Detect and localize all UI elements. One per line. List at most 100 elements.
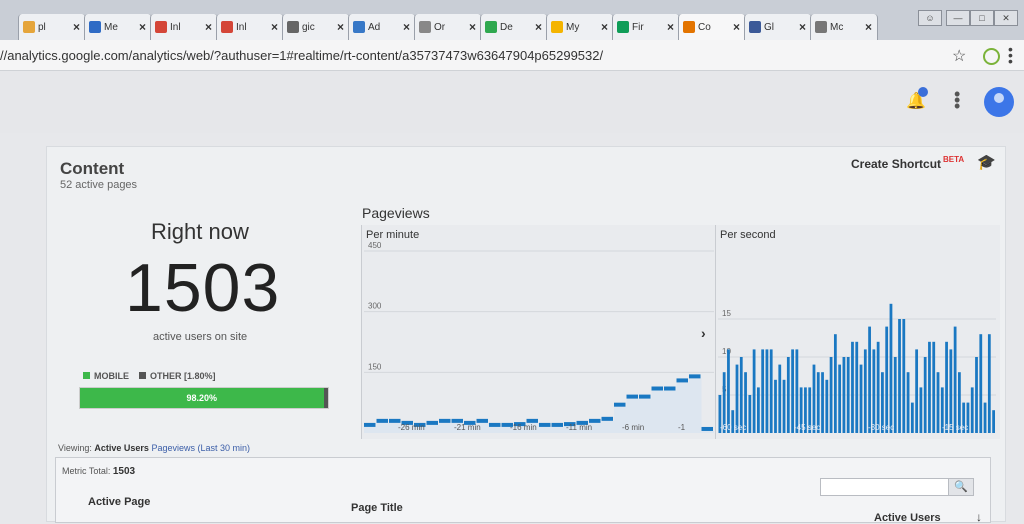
pageview-area (626, 398, 639, 433)
y-tick-label: 10 (722, 347, 731, 356)
pageview-step-bar (489, 422, 501, 427)
pageview-bar (932, 341, 936, 433)
minimize-button[interactable]: — (946, 10, 970, 26)
tab-close-icon[interactable]: × (204, 20, 212, 34)
address-bar: //analytics.google.com/analytics/web/?au… (0, 40, 1024, 71)
create-shortcut-link[interactable]: Create Shortcut (851, 157, 942, 171)
browser-tab[interactable]: Ad × (348, 14, 416, 40)
tab-title: Gl (764, 21, 774, 33)
pageview-bar (906, 372, 910, 433)
pageview-bar (881, 372, 884, 433)
pageview-area (689, 378, 702, 433)
pageview-area (514, 426, 527, 433)
notification-bell-icon[interactable]: 🔔 (906, 93, 926, 110)
url-text[interactable]: //analytics.google.com/analytics/web/?au… (0, 48, 604, 63)
y-tick-label: 15 (722, 309, 731, 318)
pageview-bar (769, 349, 773, 433)
tab-close-icon[interactable]: × (666, 20, 674, 34)
extension-icon[interactable] (983, 48, 1000, 65)
tab-close-icon[interactable]: × (864, 20, 872, 34)
pageviews-tab[interactable]: Pageviews (Last 30 min) (151, 443, 250, 453)
pageview-bar (833, 334, 837, 433)
tab-favicon-icon (221, 21, 233, 33)
pageview-bar (889, 303, 893, 433)
browser-tab[interactable]: Gl × (744, 14, 812, 40)
browser-tab[interactable]: Inl × (150, 14, 218, 40)
tab-close-icon[interactable]: × (534, 20, 542, 34)
browser-tab[interactable]: Me × (84, 14, 152, 40)
device-legend: MOBILE OTHER [1.80%] (83, 371, 216, 381)
pageview-step-bar (364, 422, 376, 427)
tab-close-icon[interactable]: × (270, 20, 278, 34)
column-active-page[interactable]: Active Page (88, 496, 151, 508)
pageview-bar (774, 379, 777, 433)
profile-button[interactable]: ☺ (918, 10, 942, 26)
browser-menu-icon[interactable]: • • • (1008, 41, 1013, 69)
tab-title: gic (302, 21, 315, 33)
active-users-tab[interactable]: Active Users (94, 443, 149, 453)
column-active-users[interactable]: Active Users (874, 512, 941, 524)
browser-tab[interactable]: De × (480, 14, 548, 40)
pageview-bar (923, 357, 927, 433)
browser-tab[interactable]: Fir × (612, 14, 680, 40)
pageview-area (601, 420, 614, 433)
tab-close-icon[interactable]: × (138, 20, 146, 34)
x-tick-label: -6 min (622, 423, 644, 432)
metric-total: Metric Total: 1503 (62, 466, 135, 477)
browser-tab[interactable]: gic × (282, 14, 350, 40)
chart-expand-arrow-icon[interactable]: › (701, 325, 706, 341)
column-page-title[interactable]: Page Title (351, 502, 403, 514)
pageview-area (451, 422, 464, 433)
tab-close-icon[interactable]: × (336, 20, 344, 34)
pageview-bar (808, 387, 812, 433)
more-options-icon[interactable]: • • • (954, 84, 961, 116)
pageview-step-bar (701, 426, 713, 431)
browser-tab[interactable]: My × (546, 14, 614, 40)
browser-tab[interactable]: Or × (414, 14, 482, 40)
pageview-bar (885, 326, 889, 433)
browser-tab[interactable]: Co × (678, 14, 746, 40)
pageview-bar (859, 364, 863, 433)
pageview-step-bar (689, 374, 701, 379)
avatar[interactable] (984, 87, 1014, 117)
metric-total-value: 1503 (112, 466, 136, 477)
browser-tab[interactable]: Inl × (216, 14, 284, 40)
pageview-step-bar (526, 418, 538, 423)
per-minute-label: Per minute (366, 229, 420, 241)
tab-favicon-icon (815, 21, 827, 33)
pageview-bar (992, 410, 995, 433)
pageview-area (389, 422, 402, 433)
pageview-bar (936, 372, 940, 433)
pageview-step-bar (501, 422, 513, 427)
graduation-cap-icon[interactable]: 🎓 (977, 154, 996, 171)
close-window-button[interactable]: ✕ (994, 10, 1018, 26)
maximize-button[interactable]: □ (970, 10, 994, 26)
search-icon[interactable]: 🔍 (948, 478, 974, 496)
pageview-step-bar (451, 418, 463, 423)
pageview-bar (928, 341, 931, 433)
tab-title: Mc (830, 21, 844, 33)
tab-close-icon[interactable]: × (468, 20, 476, 34)
pageview-bar (872, 349, 876, 433)
browser-tab[interactable]: Mc × (810, 14, 878, 40)
pageview-area (401, 424, 414, 433)
sort-down-icon[interactable]: ↓ (976, 510, 982, 524)
pageview-bar (761, 349, 765, 433)
table-search-input[interactable] (820, 478, 950, 496)
tab-favicon-icon (749, 21, 761, 33)
pageview-area (376, 422, 389, 433)
bookmark-star-icon[interactable]: ☆ (952, 48, 967, 65)
tab-close-icon[interactable]: × (798, 20, 806, 34)
tab-close-icon[interactable]: × (402, 20, 410, 34)
pageview-step-bar (476, 418, 488, 423)
pageview-bar (953, 326, 957, 433)
pageview-bar (855, 341, 859, 433)
pageview-bar (983, 402, 987, 433)
x-tick-label: -21 min (454, 423, 481, 432)
tab-close-icon[interactable]: × (72, 20, 80, 34)
tab-close-icon[interactable]: × (600, 20, 608, 34)
tab-close-icon[interactable]: × (732, 20, 740, 34)
browser-tab[interactable]: pl × (18, 14, 86, 40)
pageview-area (701, 430, 714, 433)
pageview-area (526, 422, 539, 433)
